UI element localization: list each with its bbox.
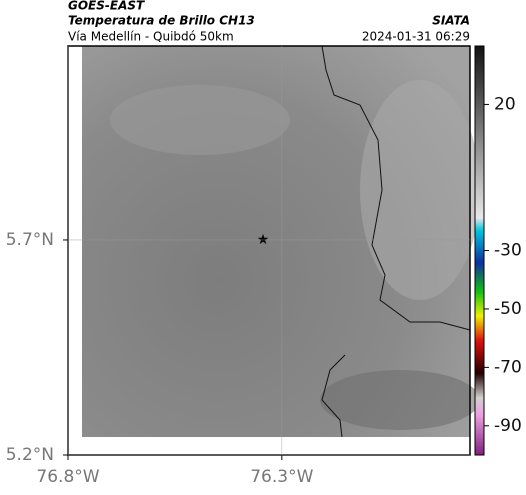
cloud: [110, 85, 290, 155]
y-tick-label: 5.2°N: [6, 445, 54, 465]
route: Vía Medellín - Quibdó 50km: [68, 30, 234, 44]
x-tick-label: 76.3°W: [250, 467, 313, 487]
colorbar-label: -70: [494, 357, 522, 377]
y-tick-label: 5.7°N: [6, 230, 54, 250]
colorbar-label: -30: [494, 241, 522, 261]
colorbar-label: 20: [494, 94, 516, 114]
x-tick-label: 76.8°W: [36, 467, 99, 487]
cloud: [360, 80, 480, 300]
colorbar: [474, 45, 485, 456]
title: GOES-EAST: [68, 0, 145, 13]
colorbar-label: -50: [494, 299, 522, 319]
boundary: [321, 45, 471, 438]
cloud: [320, 370, 480, 430]
subtitle: Temperatura de Brillo CH13: [68, 14, 255, 28]
source: SIATA: [432, 14, 470, 28]
timestamp: 2024-01-31 06:29: [362, 30, 470, 44]
colorbar-label: -90: [494, 416, 522, 436]
